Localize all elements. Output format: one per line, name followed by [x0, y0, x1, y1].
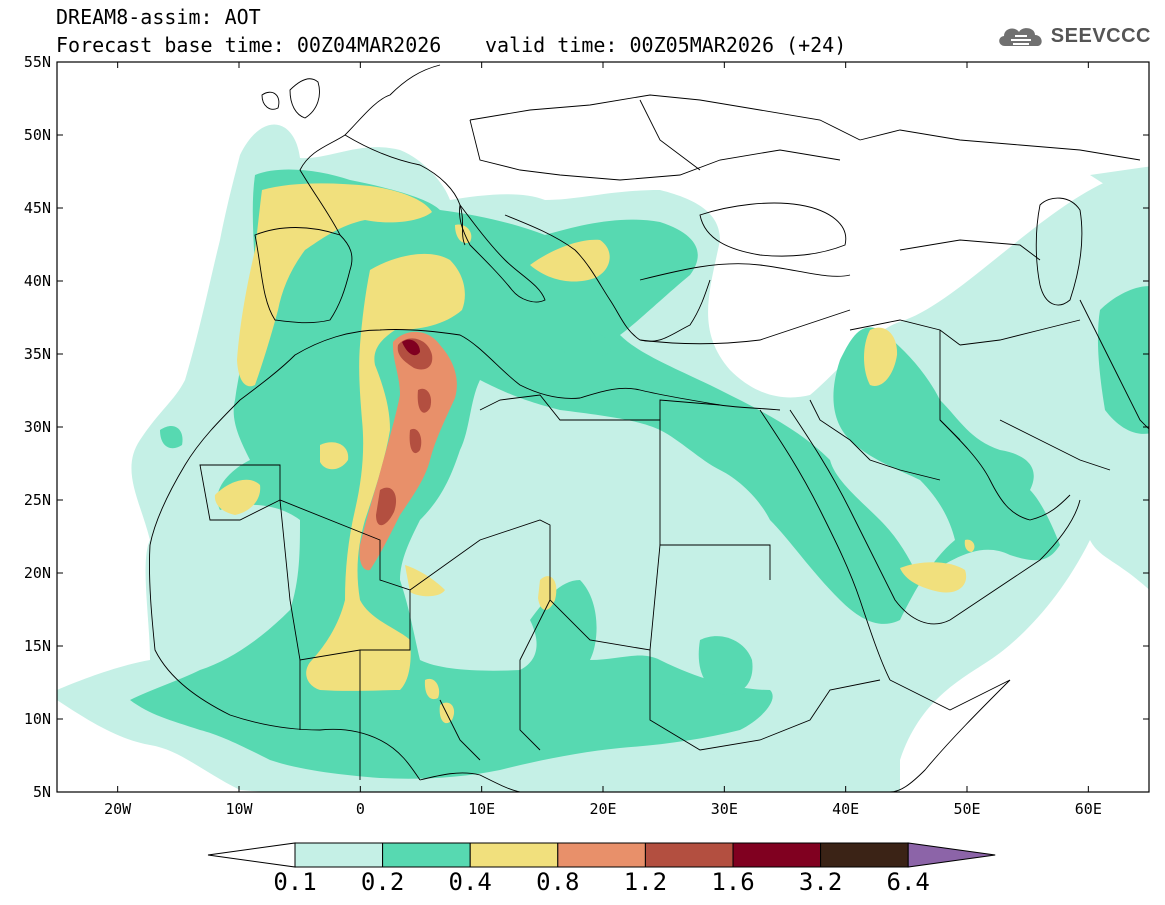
axis-ticks: 20W 10W 0 10E 20E 30E 40E 50E 60E 55N 50N 45N 40N 35N… [24, 53, 1149, 818]
colorbar-low-extend [207, 842, 296, 868]
colorbar-swatch [557, 842, 646, 868]
colorbar-label: 0.1 [273, 868, 317, 896]
aot-field [57, 124, 1149, 792]
valid-time: valid time: 00Z05MAR2026 (+24) [485, 33, 847, 57]
x-tick-label: 10E [468, 800, 495, 818]
y-tick-label: 40N [24, 272, 51, 290]
colorbar [207, 842, 996, 868]
y-tick-label: 15N [24, 637, 51, 655]
x-tick-label: 20W [104, 800, 132, 818]
seevccc-logo: SEEVCCC [995, 22, 1151, 50]
colorbar-swatch [732, 842, 822, 868]
colorbar-label: 1.2 [623, 868, 668, 896]
y-tick-label: 50N [24, 126, 51, 144]
y-tick-label: 30N [24, 418, 51, 436]
y-tick-label: 20N [24, 564, 51, 582]
colorbar-label: 0.4 [448, 868, 492, 896]
colorbar-label: 3.2 [798, 868, 843, 896]
colorbar-swatch [469, 842, 559, 868]
x-tick-label: 0 [356, 800, 365, 818]
x-tick-label: 10W [225, 800, 253, 818]
cloud-icon [999, 28, 1042, 46]
colorbar-label: 0.2 [360, 868, 405, 896]
x-tick-label: 30E [711, 800, 738, 818]
colorbar-swatch [382, 842, 471, 868]
colorbar-label: 0.8 [536, 868, 580, 896]
product-title: DREAM8-assim: AOT [56, 5, 261, 29]
aot-band-1.6 [402, 339, 420, 356]
colorbar-swatch [820, 842, 909, 868]
colorbar-label: 1.6 [711, 868, 755, 896]
x-tick-label: 40E [832, 800, 859, 818]
y-tick-label: 35N [24, 345, 51, 363]
forecast-base-time: Forecast base time: 00Z04MAR2026 [56, 33, 442, 57]
colorbar-swatch [294, 842, 384, 868]
logo-text: SEEVCCC [1050, 24, 1151, 47]
x-tick-label: 60E [1075, 800, 1102, 818]
x-tick-label: 20E [589, 800, 616, 818]
y-tick-label: 25N [24, 491, 51, 509]
colorbar-high-extend [907, 842, 996, 868]
colorbar-swatch [644, 842, 734, 868]
aot-band-0.4 [214, 183, 975, 724]
y-tick-label: 45N [24, 199, 51, 217]
x-tick-label: 50E [953, 800, 980, 818]
colorbar-label: 6.4 [886, 868, 930, 896]
y-tick-label: 5N [33, 783, 51, 801]
y-tick-label: 55N [24, 53, 51, 71]
y-tick-label: 10N [24, 710, 51, 728]
coastlines-and-borders [149, 64, 1149, 792]
